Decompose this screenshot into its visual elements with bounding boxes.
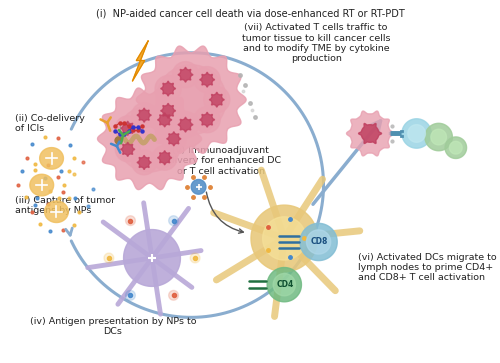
Polygon shape (161, 103, 176, 118)
Text: CD8: CD8 (311, 237, 328, 246)
Polygon shape (172, 62, 199, 88)
Text: (iv) Antigen presentation by NPs to
DCs: (iv) Antigen presentation by NPs to DCs (30, 317, 196, 336)
Polygon shape (251, 205, 318, 272)
Polygon shape (121, 121, 134, 135)
Polygon shape (121, 142, 134, 156)
Polygon shape (204, 87, 230, 113)
Polygon shape (408, 125, 426, 142)
Polygon shape (273, 273, 295, 296)
Text: (v) Immunoadjuvant
delivery for enhanced DC
or T cell activation: (v) Immunoadjuvant delivery for enhanced… (160, 146, 281, 176)
Polygon shape (346, 111, 394, 156)
Polygon shape (116, 116, 140, 140)
Polygon shape (190, 253, 200, 263)
Polygon shape (210, 93, 224, 107)
Polygon shape (191, 179, 206, 194)
Polygon shape (194, 107, 220, 133)
Polygon shape (155, 98, 181, 124)
Polygon shape (172, 111, 199, 138)
Polygon shape (358, 123, 382, 143)
Polygon shape (262, 217, 306, 260)
Polygon shape (450, 141, 462, 154)
Polygon shape (104, 253, 114, 263)
Polygon shape (126, 216, 136, 225)
Polygon shape (306, 230, 330, 254)
Polygon shape (132, 150, 156, 175)
Polygon shape (200, 113, 214, 127)
Polygon shape (194, 67, 220, 93)
Text: (vii) Activated T cells traffic to
tumor tissue to kill cancer cells
and to modi: (vii) Activated T cells traffic to tumor… (242, 23, 390, 64)
Polygon shape (44, 201, 68, 223)
Polygon shape (156, 65, 226, 135)
Polygon shape (200, 72, 214, 87)
Polygon shape (158, 113, 172, 127)
Polygon shape (138, 108, 151, 122)
Polygon shape (167, 132, 180, 146)
Text: (vi) Activated DCs migrate to
lymph nodes to prime CD4+
and CD8+ T cell activati: (vi) Activated DCs migrate to lymph node… (358, 253, 496, 282)
Polygon shape (267, 268, 302, 302)
Polygon shape (132, 41, 148, 81)
Polygon shape (40, 148, 64, 169)
Polygon shape (155, 76, 181, 102)
Polygon shape (425, 123, 452, 151)
Polygon shape (178, 68, 193, 82)
Polygon shape (431, 129, 446, 145)
Polygon shape (178, 117, 193, 132)
Polygon shape (126, 290, 136, 300)
Polygon shape (300, 223, 337, 261)
Polygon shape (445, 137, 466, 159)
Polygon shape (98, 88, 202, 189)
Polygon shape (30, 174, 54, 196)
Polygon shape (116, 106, 182, 172)
Polygon shape (132, 103, 156, 127)
Polygon shape (162, 126, 186, 151)
Polygon shape (402, 119, 432, 148)
Text: (i)  NP-aided cancer cell death via dose-enhanced RT or RT-PDT: (i) NP-aided cancer cell death via dose-… (96, 9, 405, 19)
Polygon shape (116, 137, 140, 162)
Text: CD4: CD4 (276, 280, 294, 289)
Text: (iii) Capture of tumor
antigens by NPs: (iii) Capture of tumor antigens by NPs (15, 196, 115, 215)
Polygon shape (158, 151, 172, 165)
Polygon shape (168, 216, 178, 225)
Polygon shape (136, 46, 246, 153)
Polygon shape (168, 290, 178, 300)
Polygon shape (138, 156, 151, 169)
Polygon shape (161, 81, 176, 96)
Polygon shape (152, 107, 177, 132)
Text: (ii) Co-delivery
of ICIs: (ii) Co-delivery of ICIs (15, 114, 84, 133)
Polygon shape (124, 229, 180, 286)
Polygon shape (152, 146, 177, 170)
